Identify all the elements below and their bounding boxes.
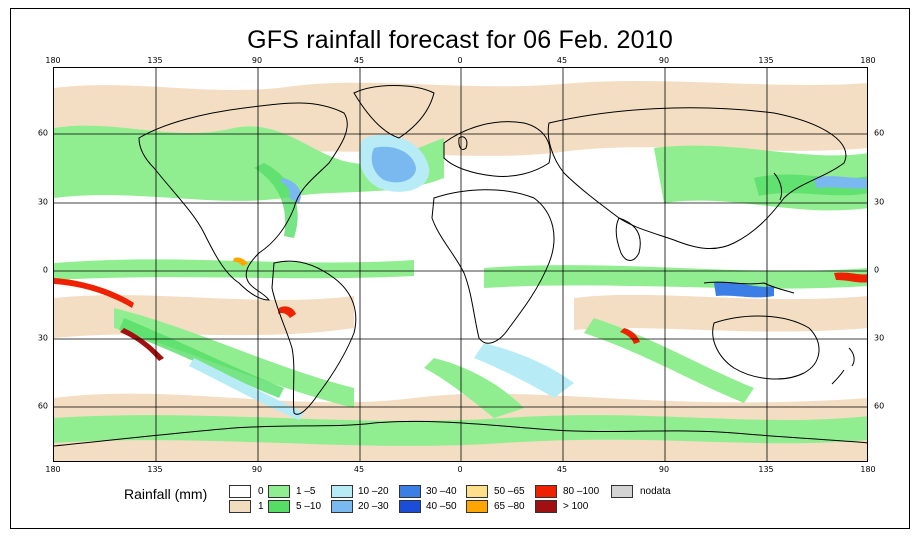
lon-tick-top: 0: [457, 56, 463, 65]
lat-tick-right: 60: [874, 128, 885, 138]
legend-label-11: > 100: [563, 501, 589, 512]
legend-label-1: 1: [258, 501, 264, 512]
legend-label-12: nodata: [640, 486, 671, 497]
new-zealand-outline: [831, 347, 855, 385]
india-outline: [615, 217, 641, 261]
lat-tick-right: 30: [874, 333, 885, 343]
legend-swatch-10: [535, 485, 557, 498]
asia-outline: [547, 107, 847, 249]
lon-tick-bottom: 180: [860, 465, 876, 474]
continent-outlines: [54, 85, 867, 447]
legend-label-6: 30 –40: [426, 486, 457, 497]
legend-swatch-7: [399, 500, 421, 513]
legend-label-2: 1 –5: [296, 486, 316, 497]
legend-swatch-6: [399, 485, 421, 498]
antarctica-outline: [54, 420, 867, 447]
legend-label-10: 80 –100: [563, 486, 600, 497]
lon-tick-top: 45: [556, 56, 568, 65]
lon-tick-bottom: 90: [251, 465, 263, 474]
lon-tick-bottom: 45: [353, 465, 365, 474]
japan-outline: [773, 172, 783, 201]
uk-outline: [458, 136, 468, 151]
lat-tick-right: 60: [874, 401, 885, 411]
legend-swatch-12: [611, 485, 633, 498]
rainfall-map: [53, 67, 868, 462]
lat-tick-left: 30: [37, 197, 48, 207]
map-title: GFS rainfall forecast for 06 Feb. 2010: [247, 26, 673, 54]
legend-swatch-5: [331, 500, 353, 513]
lat-tick-left: 0: [42, 265, 48, 275]
lat-tick-right: 30: [874, 197, 885, 207]
legend-swatch-9: [466, 500, 488, 513]
legend-swatch-0: [229, 485, 251, 498]
legend-swatch-11: [535, 500, 557, 513]
lat-tick-right: 0: [874, 265, 880, 275]
legend-label-4: 10 –20: [358, 486, 389, 497]
lon-tick-top: 135: [147, 56, 163, 65]
lon-tick-top: 90: [658, 56, 670, 65]
map-canvas: [54, 68, 867, 461]
greenland-outline: [353, 85, 435, 139]
north-america-outline: [138, 102, 348, 301]
indonesia-outline: [703, 281, 795, 294]
south-america-outline: [271, 260, 357, 415]
rain-10-50mm-areas: [189, 134, 867, 420]
lon-tick-top: 180: [860, 56, 876, 65]
lon-tick-top: 90: [251, 56, 263, 65]
lon-tick-top: 45: [353, 56, 365, 65]
legend-swatch-4: [331, 485, 353, 498]
lat-tick-left: 30: [37, 333, 48, 343]
africa-outline: [431, 189, 555, 344]
rain-over-80mm-areas: [54, 257, 867, 361]
legend-swatch-2: [268, 485, 290, 498]
graticule: [54, 68, 867, 461]
lon-tick-bottom: 135: [758, 465, 774, 474]
lon-tick-bottom: 0: [457, 465, 463, 474]
lat-tick-left: 60: [37, 401, 48, 411]
legend-label-8: 50 –65: [494, 486, 525, 497]
australia-outline: [712, 315, 820, 380]
lon-tick-bottom: 90: [658, 465, 670, 474]
legend-title: Rainfall (mm): [124, 486, 208, 502]
legend-label-9: 65 –80: [494, 501, 525, 512]
legend-label-0: 0: [258, 486, 264, 497]
lat-tick-left: 60: [37, 128, 48, 138]
lon-tick-bottom: 135: [147, 465, 163, 474]
europe-outline: [443, 121, 551, 177]
legend-swatch-8: [466, 485, 488, 498]
lon-tick-top: 135: [758, 56, 774, 65]
legend-label-3: 5 –10: [296, 501, 322, 512]
lon-tick-bottom: 180: [45, 465, 61, 474]
legend-label-7: 40 –50: [426, 501, 457, 512]
legend-label-5: 20 –30: [358, 501, 389, 512]
lon-tick-top: 180: [45, 56, 61, 65]
lon-tick-bottom: 45: [556, 465, 568, 474]
legend-swatch-3: [268, 500, 290, 513]
legend-swatch-1: [229, 500, 251, 513]
